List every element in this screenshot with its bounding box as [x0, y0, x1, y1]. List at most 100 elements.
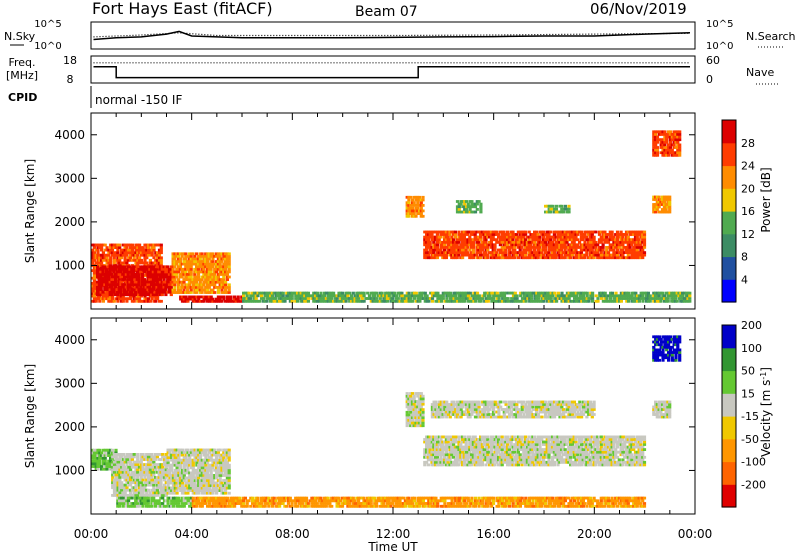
data-cell: [169, 278, 173, 281]
data-cell: [554, 235, 558, 239]
data-cell: [166, 489, 170, 492]
data-cell: [256, 291, 260, 295]
data-cell: [470, 202, 474, 206]
data-cell: [148, 288, 152, 291]
data-cell: [191, 257, 195, 261]
data-cell: [127, 251, 131, 255]
data-cell: [160, 267, 164, 271]
data-cell: [147, 248, 151, 252]
data-cell: [511, 238, 515, 242]
data-cell: [166, 479, 170, 482]
data-cell: [403, 294, 408, 298]
data-cell: [105, 294, 109, 298]
data-cell: [144, 285, 148, 289]
data-cell: [659, 138, 663, 142]
data-cell: [225, 275, 229, 279]
data-cell: [294, 291, 298, 295]
data-cell: [526, 297, 530, 300]
data-cell: [652, 297, 656, 300]
data-cell: [448, 246, 452, 249]
data-cell: [112, 275, 116, 279]
data-cell: [581, 235, 585, 239]
data-cell: [337, 299, 341, 303]
data-cell: [533, 251, 537, 254]
data-cell: [464, 251, 468, 254]
data-cell: [169, 280, 173, 284]
data-cell: [455, 238, 459, 242]
data-cell: [162, 267, 166, 271]
data-cell: [425, 230, 429, 234]
data-cell: [645, 299, 649, 303]
data-cell: [305, 299, 309, 303]
data-cell: [101, 283, 105, 286]
data-cell: [474, 299, 478, 303]
data-cell: [198, 270, 202, 274]
data-cell: [119, 251, 124, 255]
data-cell: [180, 461, 185, 465]
data-cell: [179, 481, 183, 485]
data-cell: [547, 299, 551, 303]
data-cell: [164, 453, 168, 456]
data-cell: [213, 275, 217, 279]
data-cell: [139, 285, 143, 289]
data-cell: [220, 484, 224, 487]
data-cell: [252, 299, 256, 303]
data-cell: [585, 238, 589, 242]
data-cell: [443, 238, 447, 242]
data-cell: [152, 299, 156, 303]
data-cell: [563, 253, 567, 257]
data-cell: [186, 481, 190, 485]
data-cell: [612, 299, 616, 303]
data-cell: [633, 253, 638, 257]
data-cell: [630, 243, 634, 247]
data-cell: [663, 140, 667, 144]
data-cell: [279, 291, 283, 295]
data-cell: [132, 251, 136, 255]
data-cell: [547, 240, 551, 244]
data-cell: [450, 294, 454, 298]
data-cell: [498, 240, 502, 244]
data-cell: [114, 473, 118, 477]
data-cell: [556, 235, 560, 239]
data-cell: [180, 273, 184, 276]
data-cell: [103, 265, 107, 269]
data-cell: [132, 494, 136, 497]
data-cell: [585, 243, 589, 247]
data-cell: [380, 294, 384, 298]
data-cell: [170, 453, 174, 457]
data-cell: [111, 455, 115, 459]
data-cell: [493, 246, 497, 249]
data-cell: [491, 256, 495, 260]
data-cell: [184, 456, 188, 459]
data-cell: [186, 288, 190, 292]
data-cell: [189, 288, 193, 292]
data-cell: [463, 294, 467, 298]
data-cell: [139, 267, 143, 271]
data-cell: [443, 233, 447, 236]
data-cell: [196, 278, 201, 281]
data-cell: [160, 288, 164, 291]
data-cell: [560, 238, 564, 242]
data-cell: [182, 288, 186, 292]
data-cell: [614, 246, 618, 249]
data-cell: [152, 261, 156, 265]
data-cell: [206, 491, 210, 495]
data-cell: [457, 246, 461, 249]
data-cell: [662, 195, 666, 199]
data-cell: [92, 459, 96, 463]
data-cell: [596, 297, 600, 300]
data-cell: [657, 138, 661, 142]
data-cell: [657, 203, 661, 206]
data-cell: [171, 265, 175, 269]
data-cell: [128, 278, 132, 281]
data-cell: [150, 251, 154, 255]
data-cell: [590, 238, 594, 242]
data-cell: [654, 140, 658, 144]
data-cell: [142, 267, 146, 271]
data-cell: [124, 275, 128, 279]
data-cell: [495, 251, 499, 254]
data-cell: [227, 299, 231, 303]
data-cell: [127, 473, 131, 477]
data-cell: [136, 483, 140, 487]
